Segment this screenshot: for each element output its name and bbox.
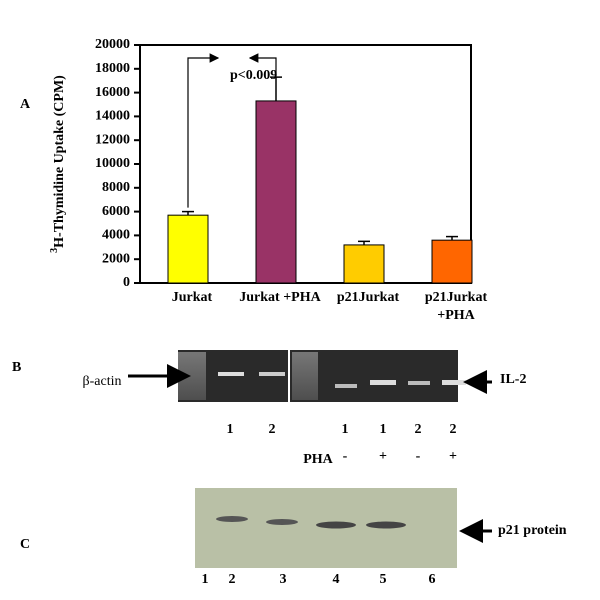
lane-label: 5 bbox=[380, 572, 387, 587]
y-tick-label: 20000 bbox=[95, 37, 130, 52]
lane-label: 6 bbox=[429, 572, 436, 587]
bar-chart: 0 2000 4000 6000 8000 10000 12000 14000 16000 180… bbox=[95, 37, 487, 323]
lane-label: 2 bbox=[415, 422, 422, 437]
bracket bbox=[248, 53, 277, 74]
y-tick-label: 10000 bbox=[95, 156, 130, 171]
panel-label: C bbox=[20, 537, 30, 552]
gel-left-label: β-actin bbox=[83, 374, 122, 389]
annotation: p<0.009 bbox=[230, 68, 277, 83]
lane-label: 4 bbox=[333, 572, 340, 587]
y-axis-label: 3H-Thymidine Uptake (CPM) bbox=[49, 75, 67, 253]
x-tick-label: Jurkat bbox=[172, 290, 213, 305]
y-tick-label: 14000 bbox=[95, 109, 130, 124]
lane-label: 1 bbox=[380, 422, 387, 437]
x-tick-label: p21Jurkat bbox=[337, 290, 400, 305]
y-tick-label: 0 bbox=[123, 275, 130, 290]
lane-label: 2 bbox=[229, 572, 236, 587]
y-tick-label: 8000 bbox=[102, 180, 130, 195]
y-tick-label: 4000 bbox=[102, 228, 130, 243]
y-tick-label: 18000 bbox=[95, 61, 130, 76]
x-tick-label: Jurkat +PHA bbox=[239, 290, 321, 305]
lane-label: 1 bbox=[342, 422, 349, 437]
lane-label: 3 bbox=[280, 572, 287, 587]
bar bbox=[255, 100, 297, 284]
treatment: + bbox=[379, 449, 387, 464]
lane-label: 1 bbox=[227, 422, 234, 437]
treatment: - bbox=[416, 449, 421, 464]
bracket bbox=[187, 53, 220, 208]
treatment: - bbox=[343, 449, 348, 464]
y-tick-label: 12000 bbox=[95, 132, 130, 147]
gel-image bbox=[178, 350, 466, 402]
treatment: + bbox=[449, 449, 457, 464]
blot-label: p21 protein bbox=[498, 523, 567, 538]
y-tick-label: 2000 bbox=[102, 251, 130, 266]
x-tick-label: p21Jurkat +PHA bbox=[425, 290, 488, 323]
lane-label: 2 bbox=[269, 422, 276, 437]
y-tick-label: 6000 bbox=[102, 204, 130, 219]
lane-label: 1 bbox=[202, 572, 209, 587]
treatment-label: PHA bbox=[303, 452, 333, 467]
bar bbox=[431, 239, 473, 284]
blot-image bbox=[195, 488, 457, 568]
gel-right-label: IL-2 bbox=[500, 372, 526, 387]
lane-label: 2 bbox=[450, 422, 457, 437]
bar bbox=[167, 214, 209, 284]
y-tick-label: 16000 bbox=[95, 85, 130, 100]
panel-label: A bbox=[20, 97, 31, 112]
bar bbox=[343, 244, 385, 284]
panel-label: B bbox=[12, 360, 21, 375]
